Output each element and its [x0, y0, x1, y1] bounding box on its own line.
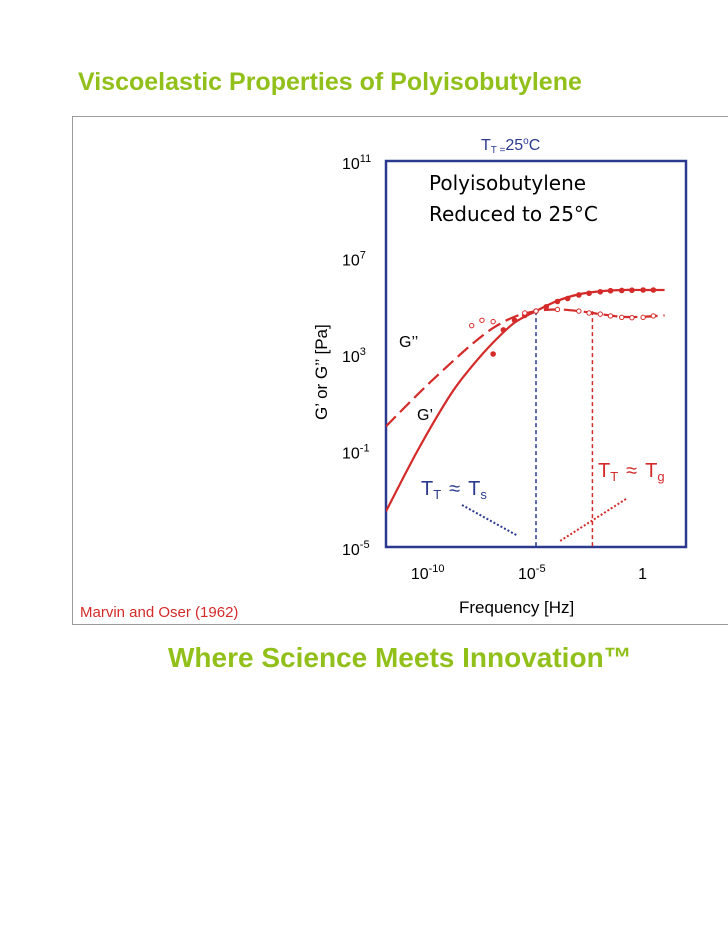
content-frame-top-rule [72, 116, 728, 117]
data-point-g-prime [597, 288, 604, 295]
data-point-g-prime [618, 287, 625, 294]
series-label-g-double-prime: G’’ [399, 334, 418, 351]
y-tick-label: 103 [342, 346, 366, 366]
inset-line-1: Polyisobutylene [429, 171, 586, 195]
y-axis-tick-labels: 1011 107 103 10-1 10-5 [342, 153, 371, 559]
x-tick-label: 10-10 [411, 563, 445, 583]
data-point-g-prime [629, 287, 635, 294]
inset-line-2: Reduced to 25°C [429, 202, 598, 226]
content-frame-bottom-rule [72, 624, 728, 625]
series-label-g-prime: G’ [417, 407, 433, 424]
x-axis-label: Frequency [Hz] [459, 598, 574, 617]
x-axis-tick-labels: 10-10 10-5 1 [411, 563, 647, 583]
data-point-g-prime [511, 317, 518, 324]
data-point-g-double-prime [629, 314, 635, 321]
data-point-g-prime [586, 290, 592, 297]
x-tick-label: 1 [638, 566, 647, 583]
data-point-g-prime [543, 304, 550, 310]
data-point-g-double-prime [533, 308, 539, 314]
ts-pointer-line [461, 504, 519, 537]
data-point-g-prime [490, 351, 496, 357]
data-point-g-double-prime [554, 306, 561, 313]
tagline: Where Science Meets Innovation™ [168, 642, 632, 673]
y-tick-label: 10-1 [342, 443, 370, 463]
data-point-g-double-prime [490, 318, 496, 325]
data-point-g-prime [576, 292, 582, 298]
content-frame-left-rule [72, 116, 73, 624]
data-point-g-double-prime [640, 314, 646, 321]
data-point-g-prime [650, 287, 657, 293]
data-point-g-prime [500, 327, 507, 333]
data-point-g-double-prime [619, 314, 625, 321]
data-point-g-double-prime [607, 313, 614, 319]
data-point-g-prime [640, 287, 646, 293]
tg-pointer-line [559, 498, 627, 542]
data-point-g-double-prime [479, 317, 485, 323]
annotation-tt-approx-tg: TT ≈ Tg [598, 460, 665, 484]
data-point-g-prime [607, 287, 614, 294]
y-tick-label: 1011 [342, 153, 371, 173]
data-point-g-double-prime [650, 313, 657, 319]
data-point-g-double-prime [586, 310, 592, 316]
y-tick-label: 107 [342, 250, 366, 270]
data-point-g-double-prime [576, 308, 582, 314]
data-point-g-prime [554, 298, 561, 305]
x-tick-label: 10-5 [518, 563, 546, 583]
slide-title: Viscoelastic Properties of Polyisobutyle… [78, 68, 582, 96]
plot-frame [384, 159, 688, 549]
reference-temperature-label: TT =25oC [481, 136, 540, 156]
y-tick-label: 10-5 [342, 539, 370, 559]
citation: Marvin and Oser (1962) [80, 604, 239, 621]
data-point-g-prime [564, 295, 571, 302]
data-point-g-double-prime [522, 310, 528, 316]
data-point-g-double-prime [469, 322, 475, 329]
plot-area [386, 287, 665, 547]
annotation-tt-approx-ts: TT ≈ Ts [421, 478, 487, 502]
data-point-g-double-prime [597, 311, 603, 317]
y-axis-label: G’ or G’’ [Pa] [312, 324, 331, 420]
